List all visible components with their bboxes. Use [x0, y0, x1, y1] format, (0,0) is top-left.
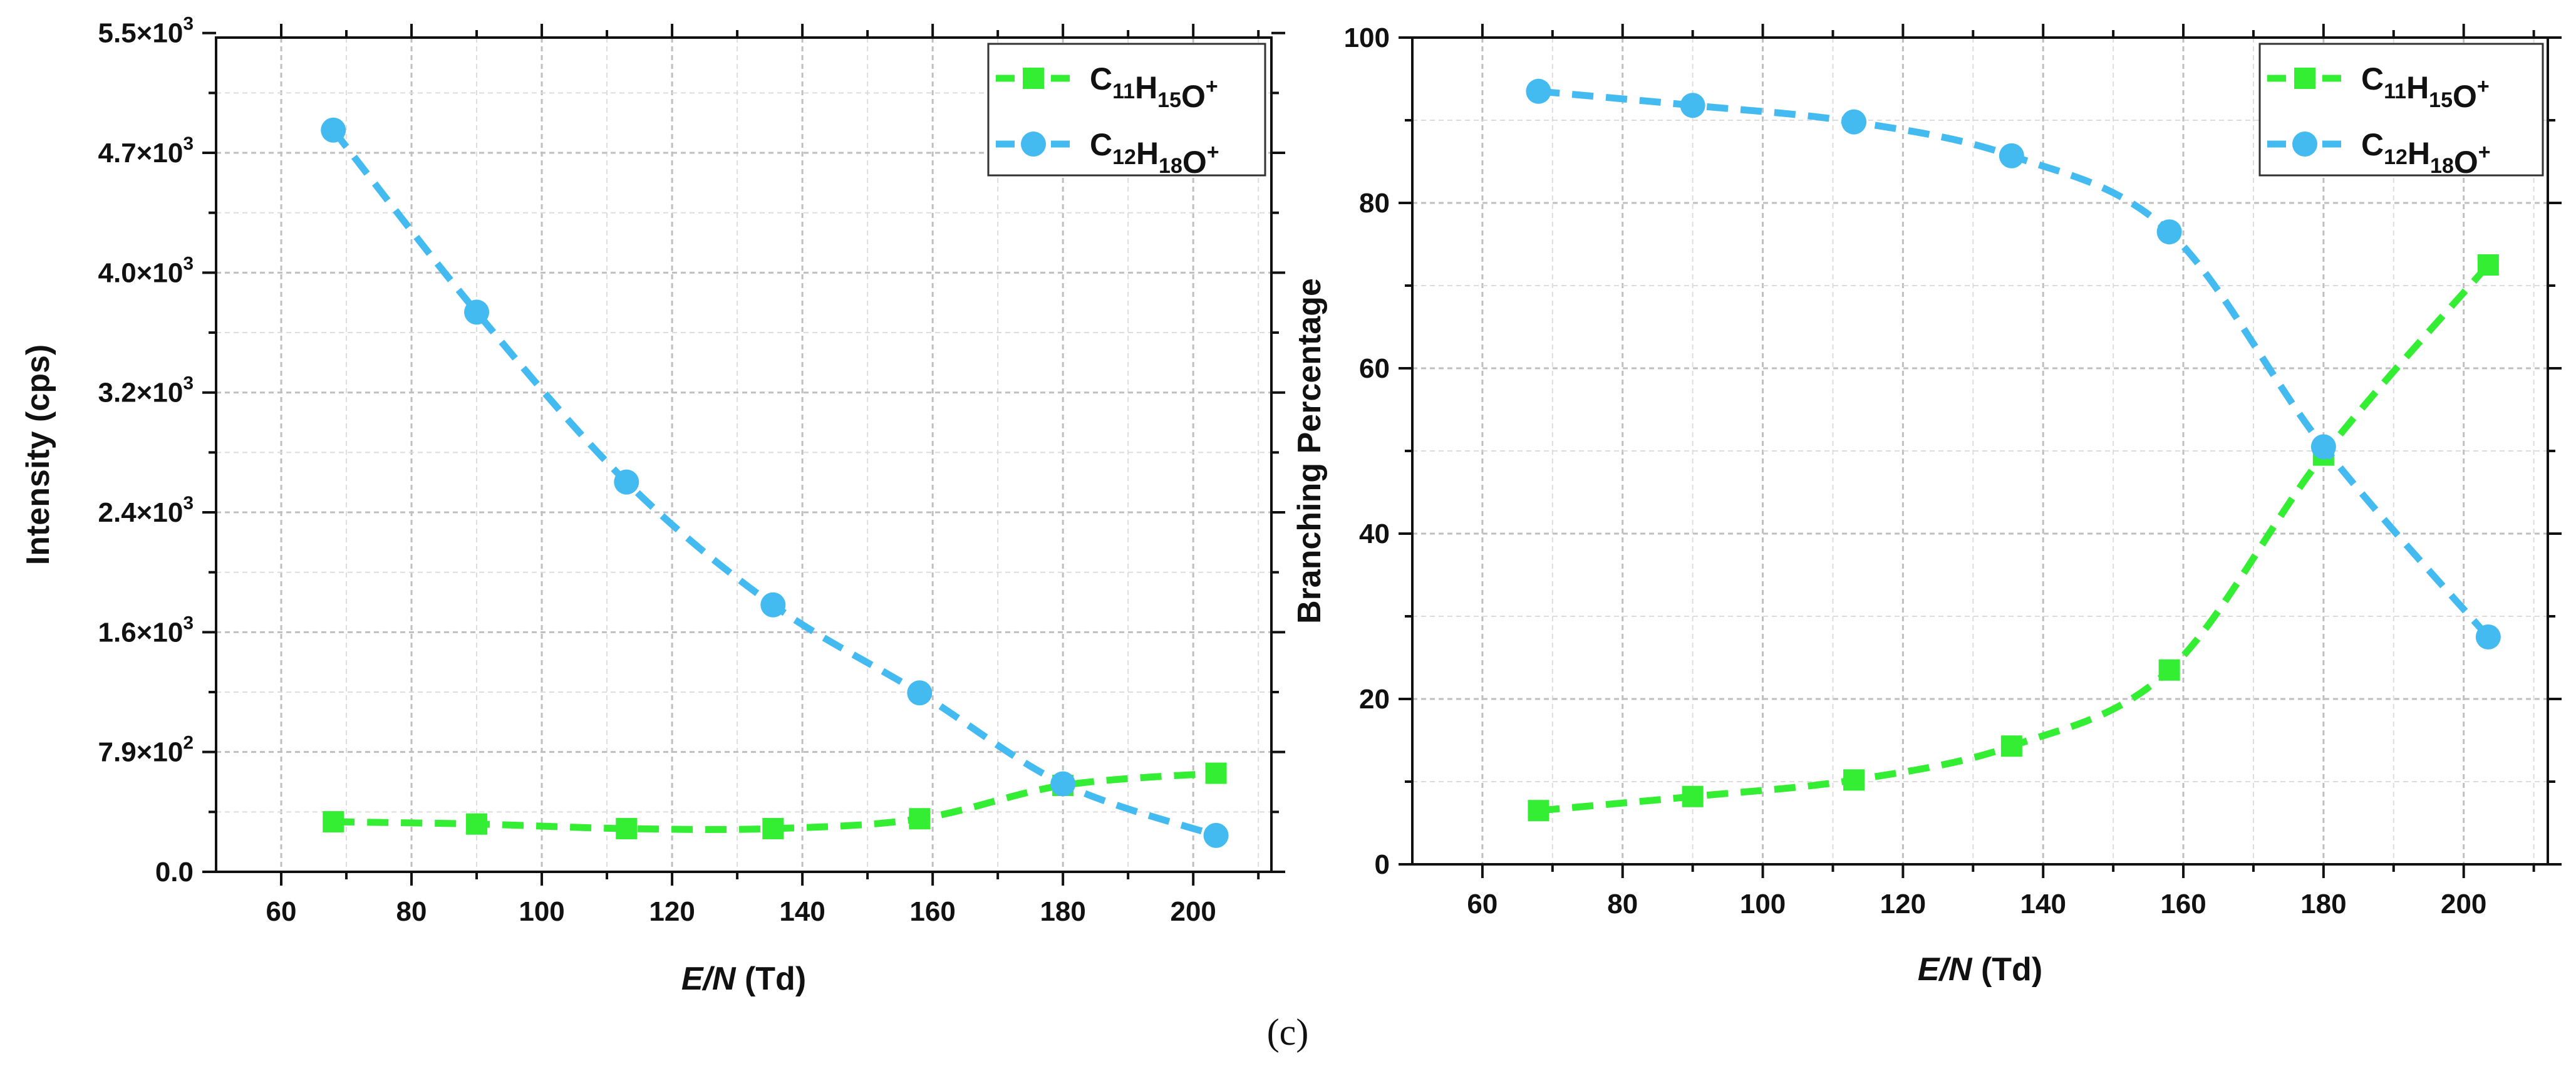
- series-circle: [321, 117, 1229, 848]
- x-axis-title: E/N (Td): [681, 961, 806, 997]
- series-line: [330, 128, 1218, 839]
- y-tick-label: 2.4×103: [98, 493, 194, 528]
- legend-entry: C12H18O+: [2361, 127, 2491, 180]
- x-axis: 60 80 100 120 140 160 180 200: [1467, 24, 2535, 919]
- grid: [216, 38, 1271, 872]
- x-tick-label: 160: [2160, 889, 2206, 919]
- x-tick-label: 80: [396, 896, 427, 927]
- y-axis-title: Intensity (cps): [20, 344, 56, 566]
- y-tick-label: 3.2×103: [98, 373, 194, 408]
- data-point-circle: [2310, 434, 2336, 460]
- x-tick-label: 200: [2441, 889, 2486, 919]
- x-tick-label: 180: [1040, 896, 1085, 927]
- data-point-square: [1682, 785, 1704, 807]
- x-axis-title: E/N (Td): [1918, 951, 2042, 988]
- data-point-circle: [614, 469, 639, 495]
- y-tick-label: 4.7×103: [98, 133, 194, 168]
- x-tick-label: 80: [1607, 889, 1638, 919]
- y-axis: 0.0 7.9×102 1.6×103 2.4×103 3.2×103 4.0×103 4.…: [98, 14, 1285, 887]
- data-point-square: [323, 811, 344, 833]
- data-point-square: [762, 817, 784, 839]
- series-square: [1528, 254, 2499, 822]
- y-tick-label: 7.9×102: [98, 733, 194, 768]
- x-tick-label: 120: [649, 896, 695, 927]
- series-circle: [1526, 78, 2501, 649]
- data-point-circle: [321, 117, 346, 143]
- figure-caption: (c): [1267, 1011, 1309, 1053]
- x-axis: 60 80 100 120 140 160 180 200: [266, 24, 1260, 927]
- data-point-circle: [907, 680, 933, 706]
- y-tick-label: 60: [1359, 353, 1390, 384]
- x-tick-label: 100: [519, 896, 564, 927]
- y-tick-label: 5.5×103: [98, 14, 194, 49]
- series-line: [1538, 262, 2491, 814]
- x-tick-label: 140: [2020, 889, 2066, 919]
- data-point-square: [909, 808, 931, 830]
- data-point-square: [616, 817, 638, 839]
- legend-marker-circle: [1021, 132, 1046, 157]
- x-tick-label: 160: [909, 896, 955, 927]
- chart-intensity: 60 80 100 120 140 160 180 200 0.0 7.9×102 1.6×103 2…: [20, 14, 1285, 997]
- x-tick-label: 200: [1170, 896, 1216, 927]
- x-tick-label: 120: [1880, 889, 1926, 919]
- data-point-circle: [2475, 624, 2501, 649]
- data-point-circle: [2156, 219, 2182, 245]
- y-tick-label: 0.0: [155, 857, 194, 887]
- y-axis: 0 20 40 60 80 100: [1344, 23, 2562, 880]
- y-tick-label: 0: [1375, 849, 1390, 880]
- y-tick-label: 100: [1344, 23, 1390, 53]
- data-point-square: [1205, 762, 1227, 784]
- data-point-square: [2477, 254, 2499, 276]
- data-point-circle: [1203, 822, 1229, 848]
- legend-marker-circle: [2292, 132, 2317, 157]
- x-tick-label: 100: [1740, 889, 1786, 919]
- data-point-circle: [1680, 93, 1705, 118]
- data-point-circle: [760, 592, 786, 618]
- legend-marker-square: [2294, 68, 2315, 89]
- data-point-square: [2158, 659, 2180, 681]
- data-point-square: [2000, 735, 2022, 757]
- plot-frame: [215, 36, 1273, 873]
- data-point-circle: [464, 299, 490, 325]
- data-point-circle: [1526, 78, 1551, 104]
- series-line: [1538, 88, 2491, 639]
- legend-entry: C11H15O+: [2361, 61, 2490, 114]
- y-tick-label: 40: [1359, 519, 1390, 549]
- series-square: [323, 762, 1227, 839]
- data-point-square: [1528, 800, 1549, 822]
- data-point-circle: [1841, 109, 1867, 135]
- x-tick-label: 60: [1467, 889, 1497, 919]
- data-point-circle: [1999, 143, 2024, 168]
- legend: C11H15O+ C12H18O+: [2258, 43, 2544, 180]
- legend-entry: C12H18O+: [1090, 127, 1219, 180]
- legend-entry: C11H15O+: [1090, 61, 1218, 114]
- y-tick-label: 80: [1359, 188, 1390, 219]
- x-tick-label: 60: [266, 896, 297, 927]
- grid: [1412, 38, 2548, 864]
- data-point-square: [466, 813, 488, 835]
- y-axis-title: Branching Percentage: [1291, 278, 1328, 624]
- x-tick-label: 180: [2300, 889, 2346, 919]
- data-point-square: [1843, 769, 1865, 791]
- x-tick-label: 140: [779, 896, 825, 927]
- legend-marker-square: [1023, 68, 1044, 89]
- legend: C11H15O+ C12H18O+: [987, 43, 1266, 180]
- data-point-circle: [1050, 771, 1076, 797]
- y-tick-label: 4.0×103: [98, 253, 194, 288]
- y-tick-label: 20: [1359, 684, 1390, 715]
- y-tick-label: 1.6×103: [98, 613, 194, 648]
- chart-branching-percentage: 60 80 100 120 140 160 180 200 0 20 40 60 80 100 E/N (T…: [1291, 23, 2562, 988]
